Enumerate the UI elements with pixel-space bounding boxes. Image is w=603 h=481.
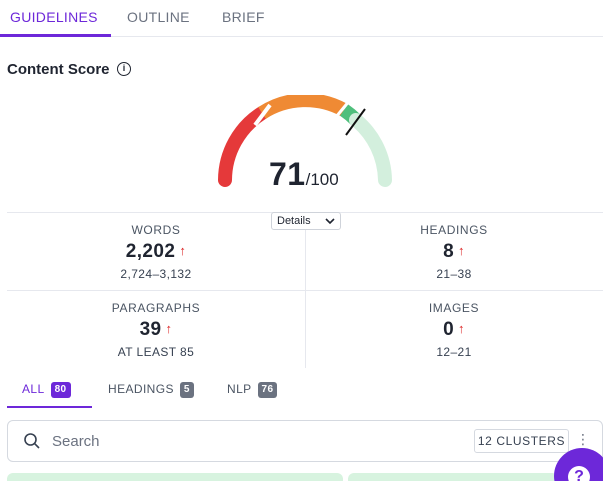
score-readout: 71/100 bbox=[269, 156, 339, 193]
search-icon bbox=[24, 433, 40, 449]
count-badge: 76 bbox=[257, 382, 278, 398]
chevron-down-icon bbox=[325, 218, 335, 225]
stat-range: 21–38 bbox=[436, 267, 472, 281]
details-label: Details bbox=[277, 215, 311, 227]
stat-paragraphs: PARAGRAPHS 39 ↑ AT LEAST 85 bbox=[7, 301, 305, 359]
top-tabs: GUIDELINES OUTLINE BRIEF bbox=[0, 0, 603, 37]
count-badge: 5 bbox=[179, 382, 194, 398]
tab-guidelines[interactable]: GUIDELINES bbox=[10, 9, 98, 25]
score-value: 71 bbox=[269, 156, 306, 192]
active-filter-indicator bbox=[7, 406, 92, 408]
filter-tabs: ALL 80 HEADINGS 5 NLP 76 bbox=[0, 380, 603, 409]
clusters-button[interactable]: 12 CLUSTERS bbox=[474, 429, 569, 453]
trend-up-icon: ↑ bbox=[458, 243, 465, 258]
help-icon: ? bbox=[568, 466, 590, 481]
filter-tab-headings[interactable]: HEADINGS 5 bbox=[108, 382, 194, 398]
stat-value: 0 bbox=[443, 319, 455, 340]
cluster-card[interactable] bbox=[348, 473, 558, 481]
count-badge: 80 bbox=[50, 382, 71, 398]
stat-range: 12–21 bbox=[436, 345, 472, 359]
stat-range: 2,724–3,132 bbox=[120, 267, 192, 281]
trend-up-icon: ↑ bbox=[179, 243, 187, 258]
stat-label: HEADINGS bbox=[420, 223, 488, 237]
stat-value: 39 bbox=[139, 319, 162, 340]
filter-tab-label: NLP bbox=[227, 382, 252, 396]
gauge-segment-low bbox=[218, 106, 269, 187]
info-icon[interactable]: i bbox=[117, 62, 131, 76]
gauge-segment-mid bbox=[258, 95, 348, 119]
score-max: /100 bbox=[305, 170, 339, 189]
cluster-card[interactable] bbox=[7, 473, 343, 481]
filter-tab-label: HEADINGS bbox=[108, 382, 174, 396]
divider bbox=[305, 212, 306, 368]
active-tab-indicator bbox=[0, 34, 111, 37]
score-gauge bbox=[218, 95, 392, 187]
stat-range: AT LEAST 85 bbox=[117, 345, 195, 359]
stats-grid: WORDS 2,202 ↑ 2,724–3,132 HEADINGS 8 ↑ 21–… bbox=[7, 212, 603, 368]
stat-value: 8 bbox=[443, 241, 455, 262]
stat-value: 2,202 bbox=[125, 241, 176, 262]
stat-label: PARAGRAPHS bbox=[111, 301, 201, 315]
trend-up-icon: ↑ bbox=[458, 321, 465, 336]
trend-up-icon: ↑ bbox=[165, 321, 173, 336]
gauge-marker bbox=[345, 108, 366, 136]
tab-brief[interactable]: BRIEF bbox=[222, 9, 265, 25]
stat-headings: HEADINGS 8 ↑ 21–38 bbox=[305, 223, 603, 281]
content-score-title: Content Score bbox=[7, 61, 110, 78]
filter-tab-all[interactable]: ALL 80 bbox=[22, 382, 71, 398]
gauge-segment-remaining bbox=[349, 113, 392, 187]
search-bar: 12 CLUSTERS ⋮ bbox=[7, 420, 603, 462]
more-options-icon[interactable]: ⋮ bbox=[576, 431, 590, 447]
stat-label: WORDS bbox=[131, 223, 181, 237]
filter-tab-nlp[interactable]: NLP 76 bbox=[227, 382, 278, 398]
stat-words: WORDS 2,202 ↑ 2,724–3,132 bbox=[7, 223, 305, 281]
tab-outline[interactable]: OUTLINE bbox=[127, 9, 190, 25]
search-input[interactable] bbox=[52, 430, 452, 452]
details-button[interactable]: Details bbox=[271, 212, 341, 230]
filter-tab-label: ALL bbox=[22, 382, 45, 396]
stat-label: IMAGES bbox=[428, 301, 480, 315]
stat-images: IMAGES 0 ↑ 12–21 bbox=[305, 301, 603, 359]
